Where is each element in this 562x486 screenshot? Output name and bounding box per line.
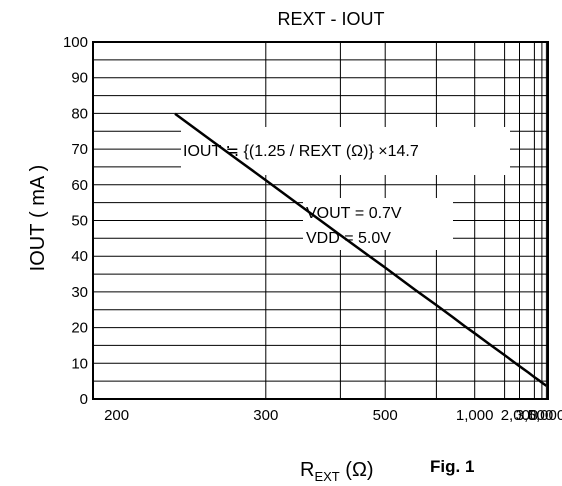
vout-annotation: VOUT = 0.7V [306,205,402,222]
series-line [174,112,548,387]
y-tick-labels: 0 10 20 30 40 50 60 70 80 90 100 [63,34,88,408]
conditions-box [303,198,453,250]
y-tick-label: 80 [71,105,88,122]
y-tick-label: 70 [71,141,88,158]
figure-label: Fig. 1 [430,457,474,476]
series-layer [174,112,548,387]
formula-annotation: IOUT ≒ {(1.25 / REXT (Ω)} ×14.7 [183,143,419,160]
y-axis-title: IOUT ( mA ) [27,165,49,272]
x-tick-label: 300 [253,407,278,424]
y-tick-label: 100 [63,34,88,51]
y-tick-label: 90 [71,70,88,87]
x-tick-label: 200 [104,407,129,424]
y-tick-label: 20 [71,320,88,337]
vdd-annotation: VDD = 5.0V [306,230,391,247]
plot-frame [92,41,549,400]
y-tick-label: 60 [71,177,88,194]
y-tick-label: 30 [71,284,88,301]
chart-title: REXT - IOUT [277,9,384,29]
x-tick-label: 2,000 [501,407,539,424]
x-tick-label: 500 [373,407,398,424]
y-tick-label: 0 [80,391,88,408]
y-tick-label: 40 [71,248,88,265]
formula-box [181,127,510,175]
y-tick-label: 10 [71,355,88,372]
x-axis-title: REXT (Ω) [300,459,374,484]
y-tick-label: 50 [71,213,88,230]
x-tick-label: 5,000 [528,407,562,424]
x-tick-label: 1,000 [456,407,494,424]
x-tick-label: 3,000 [516,407,554,424]
